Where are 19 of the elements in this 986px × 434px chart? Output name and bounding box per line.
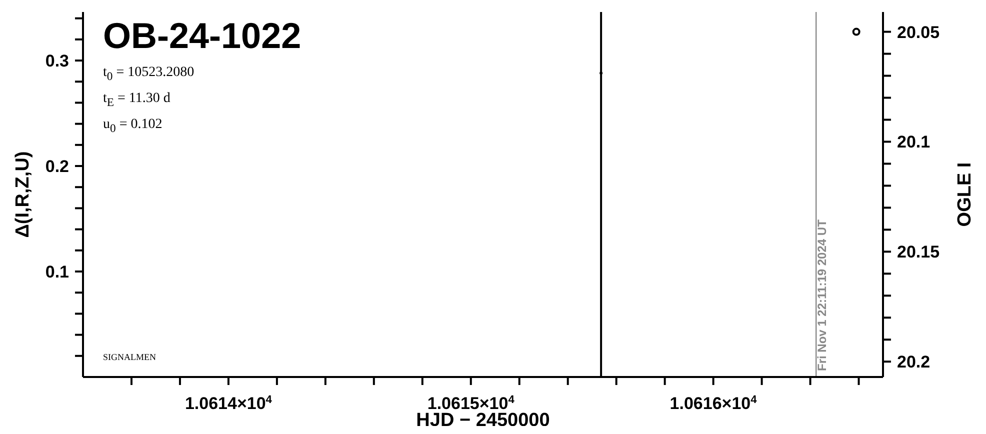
annotation: Fri Nov 1 22:11:19 2024 UT <box>815 218 830 371</box>
y-axis-title: Δ(I,R,Z,U) <box>12 151 34 238</box>
y2-tick-label: 20.15 <box>897 242 940 262</box>
y2-tick-label: 20.05 <box>897 22 940 42</box>
x-tick-label: 1.0615×10$^{4}$ <box>427 394 516 413</box>
y-tick-label: 0.3 <box>45 52 69 71</box>
chart-title: OB-24-1022 <box>103 15 302 56</box>
y2-tick-label: 20.1 <box>897 132 930 152</box>
x-tick-label: 1.0616×10$^{4}$ <box>670 394 758 413</box>
x-axis-title: HJD − 2450000 <box>416 410 550 431</box>
annotation: SIGNALMEN <box>103 352 156 362</box>
y-tick-label: 0.1 <box>45 262 69 282</box>
annotation: u$_{0}$ = 0.102 <box>103 116 164 136</box>
annotation: t$_{E}$ = 11.30 d <box>103 90 172 111</box>
x-tick-label: 1.0614×10$^{4}$ <box>184 394 273 413</box>
annotation: t$_{0}$ = 10523.2080 <box>103 64 194 85</box>
y2-tick-label: 20.2 <box>897 352 930 372</box>
y2-axis-title: OGLE I <box>954 162 976 227</box>
y-tick-label: 0.2 <box>45 157 69 176</box>
